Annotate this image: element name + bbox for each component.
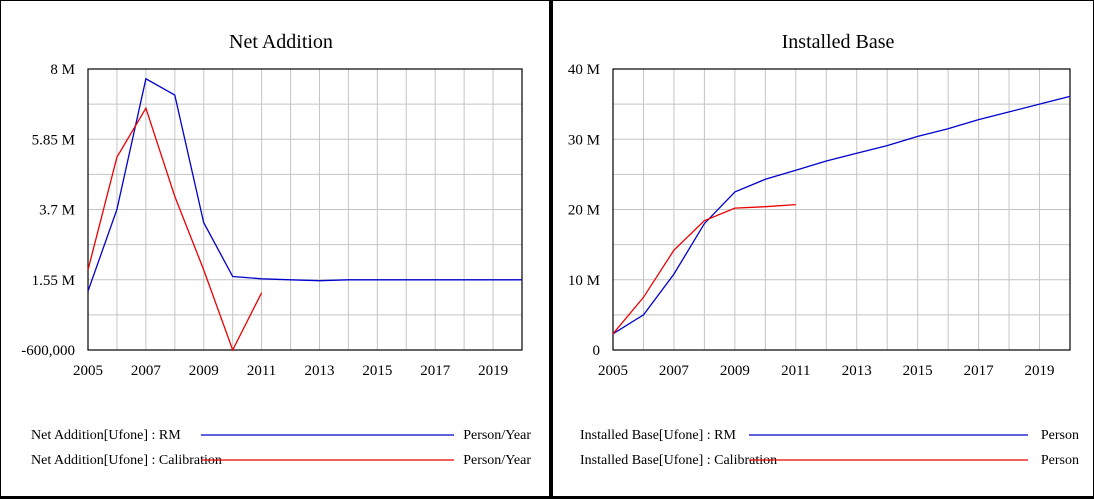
installed-base-chart: Installed Base 0 10 M 20 M 30 M 40 M 2005 2007 2…: [568, 31, 1079, 468]
series-line-calibration: [87, 106, 263, 352]
plot-area-frame: [87, 68, 523, 351]
legend-series-name: Installed Base[Ufone] : RM: [580, 428, 736, 443]
y-tick-label: 40 M: [568, 62, 600, 78]
y-tick-label: 30 M: [568, 132, 600, 148]
legend-series-unit: Person/Year: [463, 453, 531, 468]
y-tick-label: -600,000: [21, 343, 75, 359]
x-tick-label: 2009: [720, 363, 750, 379]
frame-bottom-border: [0, 497, 1094, 499]
y-tick-label: 1.55 M: [32, 273, 75, 289]
x-tick-label: 2007: [131, 363, 162, 379]
panel-divider: [549, 0, 553, 499]
legend-series-unit: Person/Year: [463, 428, 531, 443]
y-tick-label: 20 M: [568, 203, 600, 219]
legend-series-name: Installed Base[Ufone] : Calibration: [580, 453, 777, 468]
x-tick-label: 2005: [598, 363, 628, 379]
y-tick-label: 5.85 M: [32, 132, 75, 148]
legend-series-unit: Person: [1041, 428, 1079, 443]
legend-series-name: Net Addition[Ufone] : RM: [31, 428, 181, 443]
x-tick-label: 2011: [781, 363, 810, 379]
x-tick-label: 2017: [964, 363, 995, 379]
installed-base-panel: Installed Base 0 10 M 20 M 30 M 40 M 2005 2007 2…: [553, 0, 1094, 497]
x-tick-label: 2005: [73, 363, 103, 379]
x-tick-label: 2019: [1025, 363, 1055, 379]
x-tick-label: 2019: [478, 363, 508, 379]
legend-series-name: Net Addition[Ufone] : Calibration: [31, 453, 222, 468]
plot-area-frame: [612, 68, 1071, 351]
net-addition-chart: Net Addition -600,000 1.55 M 3.7 M 5.85 M 8 M…: [21, 31, 531, 468]
x-tick-label: 2013: [842, 363, 872, 379]
x-tick-label: 2007: [659, 363, 690, 379]
grid-lines: [613, 69, 1070, 350]
x-tick-label: 2015: [903, 363, 933, 379]
chart-title: Net Addition: [229, 31, 333, 53]
net-addition-panel: Net Addition -600,000 1.55 M 3.7 M 5.85 M 8 M…: [0, 0, 549, 497]
y-tick-label: 0: [593, 343, 601, 359]
x-tick-label: 2009: [189, 363, 219, 379]
series-line-rm: [612, 95, 1071, 335]
x-tick-label: 2013: [304, 363, 334, 379]
y-tick-label: 10 M: [568, 273, 600, 289]
series-line-calibration: [612, 203, 796, 335]
y-tick-label: 3.7 M: [39, 203, 75, 219]
x-tick-label: 2015: [362, 363, 392, 379]
x-tick-label: 2017: [420, 363, 451, 379]
chart-title: Installed Base: [782, 31, 895, 53]
grid-lines: [88, 69, 522, 350]
legend-series-unit: Person: [1041, 453, 1079, 468]
x-tick-label: 2011: [247, 363, 276, 379]
series-line-rm: [87, 77, 522, 292]
y-tick-label: 8 M: [50, 62, 75, 78]
